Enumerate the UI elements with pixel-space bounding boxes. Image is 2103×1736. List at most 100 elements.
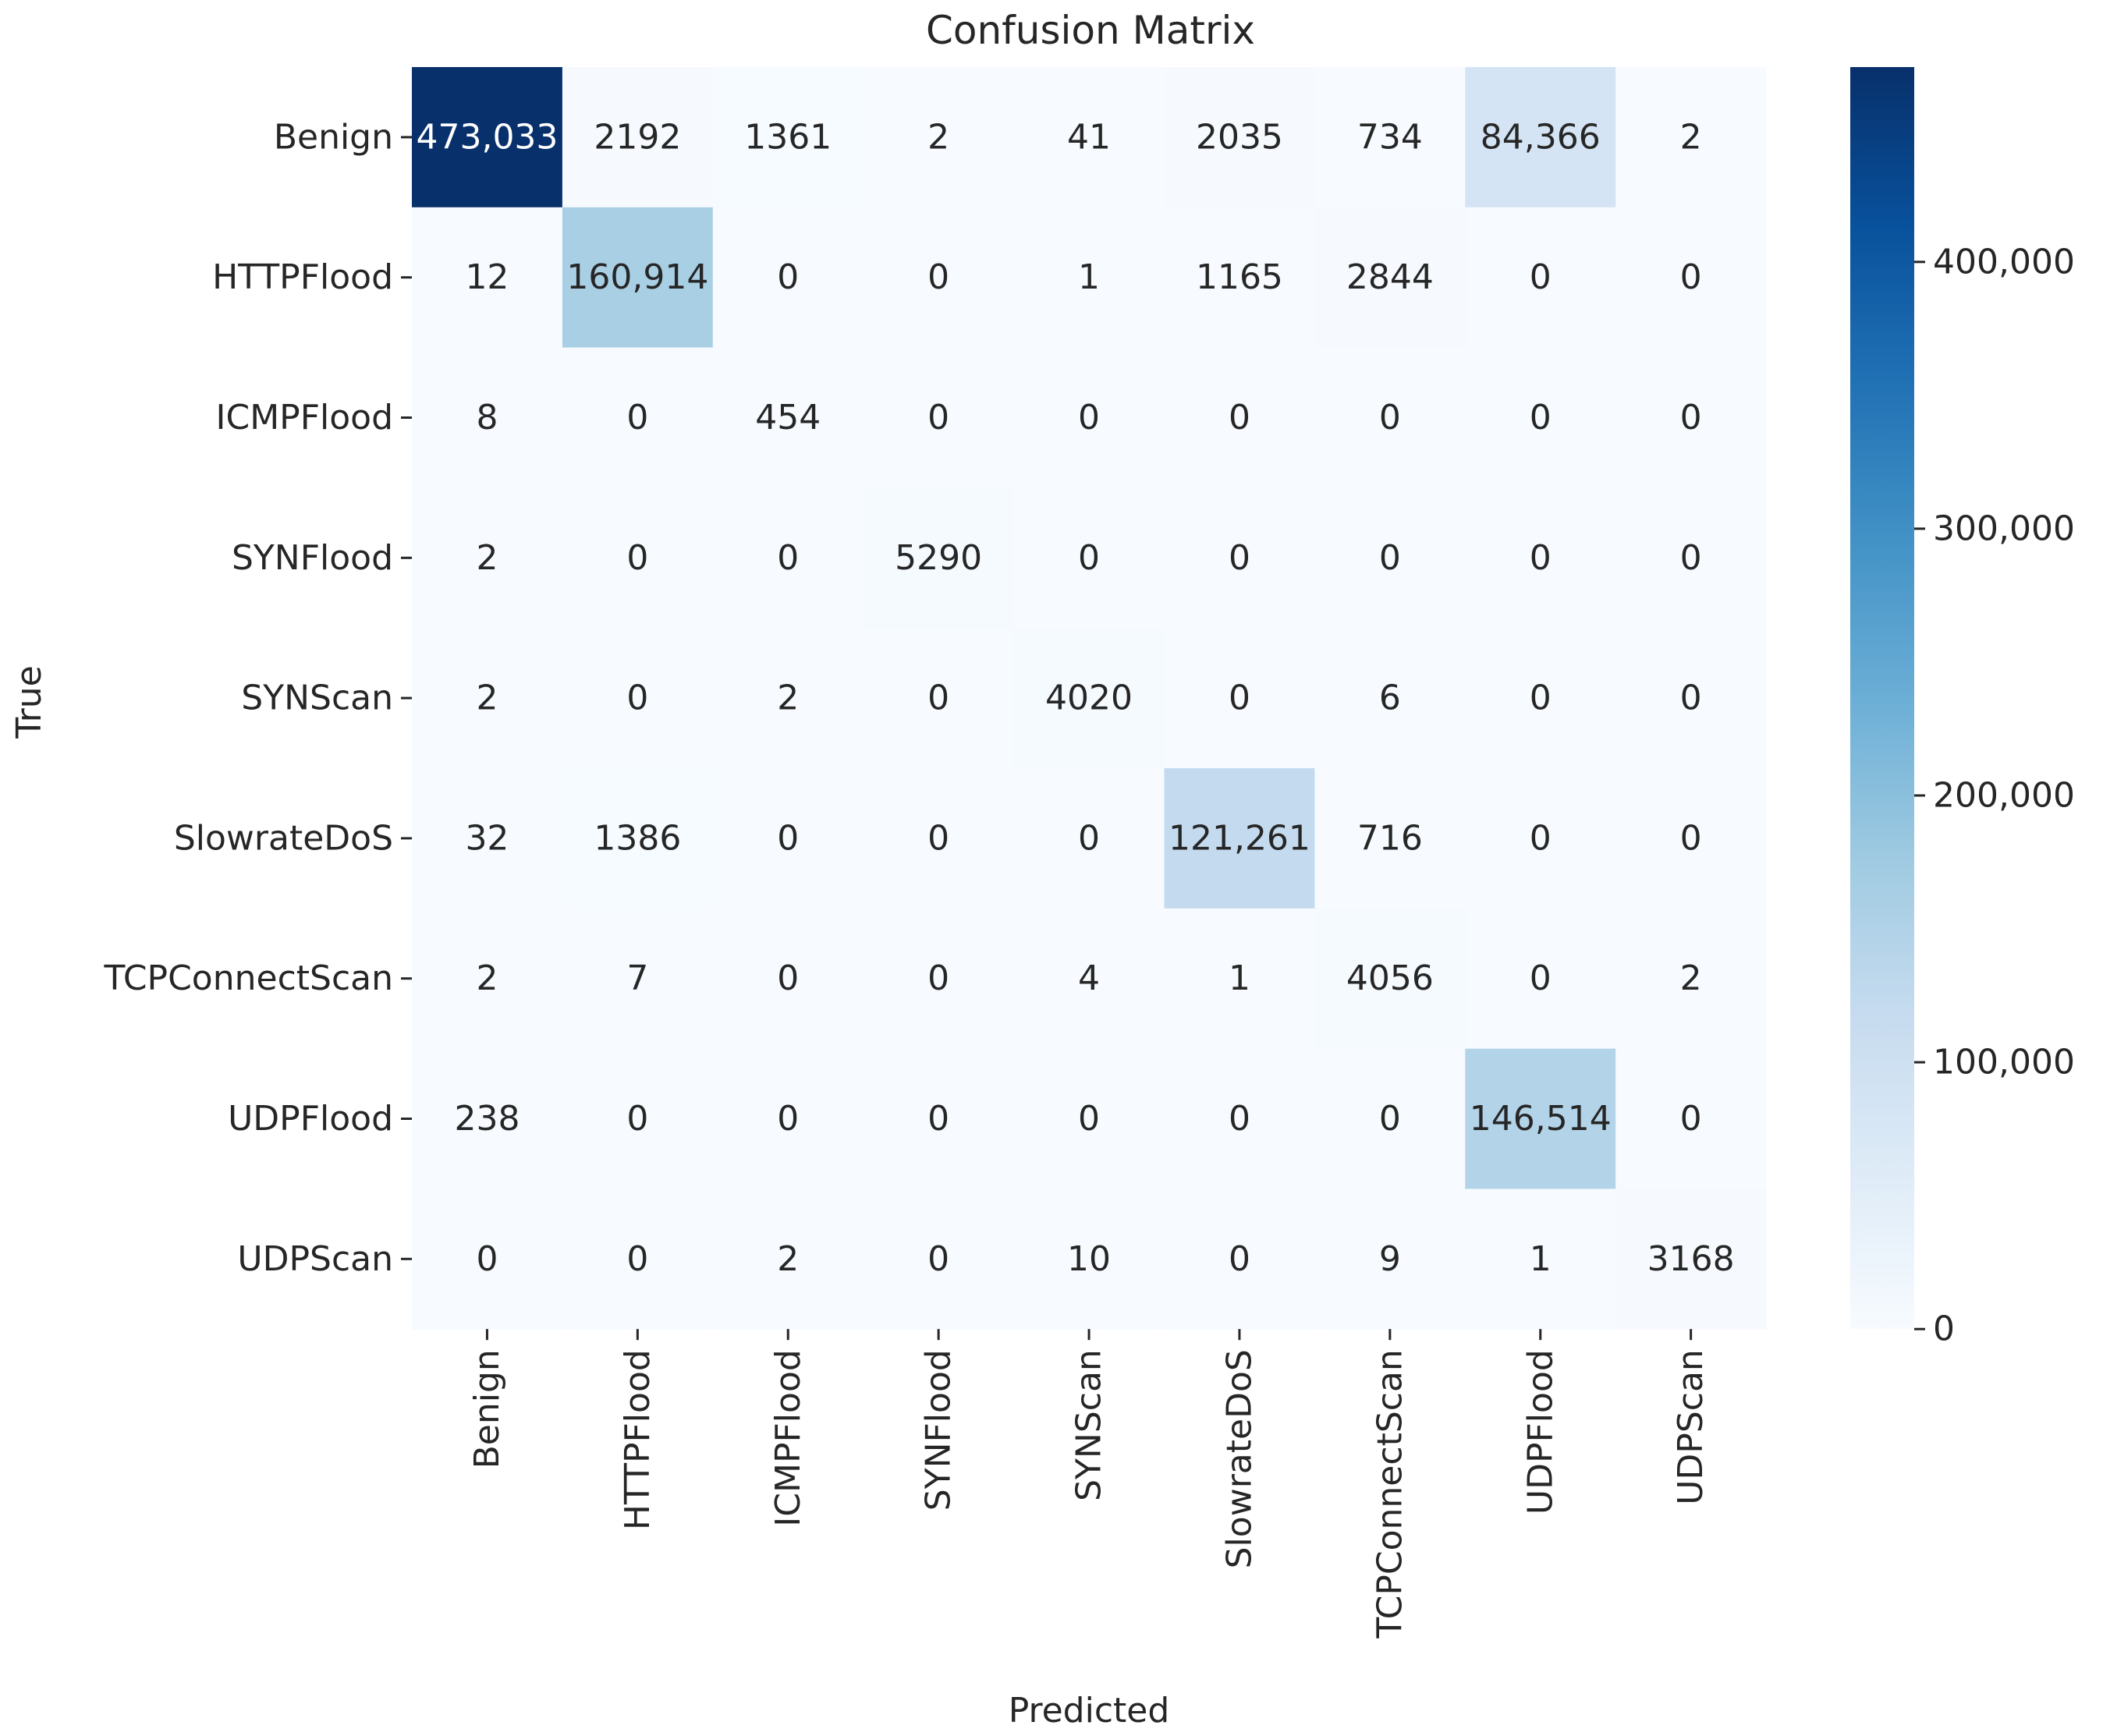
heatmap-cell: [1013, 628, 1165, 769]
heatmap-cell-label: 0: [777, 257, 799, 297]
heatmap-cell: [562, 67, 714, 208]
x-axis-title: Predicted: [1009, 1691, 1170, 1731]
heatmap-cell: [1013, 768, 1165, 909]
heatmap-cell: [1013, 487, 1165, 629]
heatmap-cell-label: 0: [1229, 538, 1250, 578]
heatmap-cell: [1615, 347, 1767, 488]
heatmap-cell-label: 2035: [1196, 117, 1283, 157]
y-axis-title: True: [9, 665, 49, 739]
heatmap-cell: [1465, 487, 1616, 629]
heatmap-cell-label: 84,366: [1481, 117, 1601, 157]
colorbar-gradient: [1850, 67, 1914, 1330]
heatmap-cell: [712, 628, 864, 769]
y-tick-label: TCPConnectScan: [104, 958, 393, 998]
x-tick-label: UDPFlood: [1520, 1349, 1560, 1515]
heatmap-cell: [863, 207, 1015, 349]
heatmap-cell-label: 4: [1078, 958, 1100, 998]
heatmap-cell-label: 10: [1067, 1239, 1111, 1279]
y-tick-label: ICMPFlood: [216, 398, 394, 438]
heatmap-cell-label: 0: [777, 1099, 799, 1139]
heatmap-cell: [412, 1048, 563, 1189]
heatmap-cell: [1465, 347, 1616, 488]
heatmap-cell-label: 2: [476, 678, 498, 718]
heatmap-cell-label: 3168: [1647, 1239, 1735, 1279]
x-tick-label: Benign: [467, 1349, 507, 1469]
heatmap-cell: [562, 768, 714, 909]
heatmap-cell: [562, 347, 714, 488]
heatmap-cell: [1314, 628, 1466, 769]
heatmap-cell: [1013, 207, 1165, 349]
heatmap-cell: [1465, 1048, 1616, 1189]
heatmap-cell: [863, 628, 1015, 769]
heatmap-cell-label: 0: [1379, 538, 1401, 578]
heatmap-cell-label: 473,033: [416, 117, 558, 157]
heatmap-cell: [1314, 487, 1466, 629]
heatmap-cell-label: 2: [927, 117, 949, 157]
chart-title: Confusion Matrix: [926, 8, 1255, 53]
heatmap-cell-label: 1: [1530, 1239, 1552, 1279]
y-tick-label: HTTPFlood: [212, 257, 393, 297]
heatmap-cell-label: 2: [476, 538, 498, 578]
heatmap-cell: [1314, 207, 1466, 349]
heatmap-cell-label: 0: [777, 958, 799, 998]
heatmap-cell: [1465, 67, 1616, 208]
heatmap-cell: [1314, 1048, 1466, 1189]
heatmap-cell: [1314, 768, 1466, 909]
heatmap-cell: [1164, 207, 1315, 349]
heatmap-cell-label: 0: [1530, 958, 1552, 998]
heatmap-cell-label: 1: [1078, 257, 1100, 297]
heatmap-cell: [1465, 207, 1616, 349]
heatmap-cell-label: 0: [1229, 1099, 1250, 1139]
heatmap-cell-label: 41: [1067, 117, 1111, 157]
heatmap-cell-label: 2: [777, 1239, 799, 1279]
colorbar-tick-label: 100,000: [1933, 1043, 2075, 1082]
x-tick-label: HTTPFlood: [618, 1349, 658, 1530]
heatmap-cell: [712, 768, 864, 909]
heatmap-cell-label: 1: [1229, 958, 1250, 998]
heatmap-cell: [863, 908, 1015, 1050]
heatmap-cell-label: 160,914: [566, 257, 708, 297]
heatmap-cell: [863, 347, 1015, 488]
heatmap-cell: [712, 347, 864, 488]
heatmap-cells: [412, 67, 1767, 1330]
heatmap-cell-label: 0: [777, 538, 799, 578]
heatmap-cell: [1465, 768, 1616, 909]
heatmap-cell: [1314, 347, 1466, 488]
heatmap-cell: [1615, 67, 1767, 208]
heatmap-cell-label: 0: [626, 1239, 648, 1279]
heatmap-cell: [712, 67, 864, 208]
heatmap-cell: [1615, 207, 1767, 349]
heatmap-cell-label: 0: [1530, 257, 1552, 297]
heatmap-cell: [562, 1189, 714, 1330]
heatmap-cell-label: 0: [1229, 398, 1250, 438]
heatmap-cell: [1013, 1048, 1165, 1189]
heatmap-cell-label: 0: [626, 538, 648, 578]
heatmap-cell-label: 2: [777, 678, 799, 718]
heatmap-cell-label: 0: [927, 958, 949, 998]
heatmap-cell-label: 0: [1078, 818, 1100, 858]
heatmap-cell-label: 0: [1680, 398, 1702, 438]
heatmap-cell-label: 0: [1229, 1239, 1250, 1279]
heatmap-cell: [863, 67, 1015, 208]
heatmap-cell: [1314, 1189, 1466, 1330]
x-tick-label: SYNFlood: [919, 1349, 959, 1511]
heatmap-cell-label: 454: [755, 398, 821, 438]
heatmap-cell-label: 1361: [744, 117, 832, 157]
heatmap-cell: [562, 207, 714, 349]
heatmap-cell-label: 121,261: [1169, 818, 1310, 858]
heatmap-cell-label: 4056: [1346, 958, 1434, 998]
x-axis: Benign HTTPFlood ICMPFlood SYNFlood SYNScan S…: [467, 1329, 1711, 1639]
heatmap-cell: [1164, 768, 1315, 909]
heatmap-cell: [1164, 347, 1315, 488]
heatmap-cell-label: 12: [465, 257, 509, 297]
heatmap-cell-label: 0: [1530, 818, 1552, 858]
heatmap-cell-label: 0: [626, 398, 648, 438]
y-tick-label: SYNScan: [241, 678, 393, 718]
y-tick-label: UDPScan: [237, 1239, 393, 1279]
heatmap-cell-label: 2844: [1346, 257, 1434, 297]
x-tick-label: SYNScan: [1069, 1349, 1109, 1501]
heatmap-cell: [1465, 1189, 1616, 1330]
heatmap-cell: [562, 487, 714, 629]
